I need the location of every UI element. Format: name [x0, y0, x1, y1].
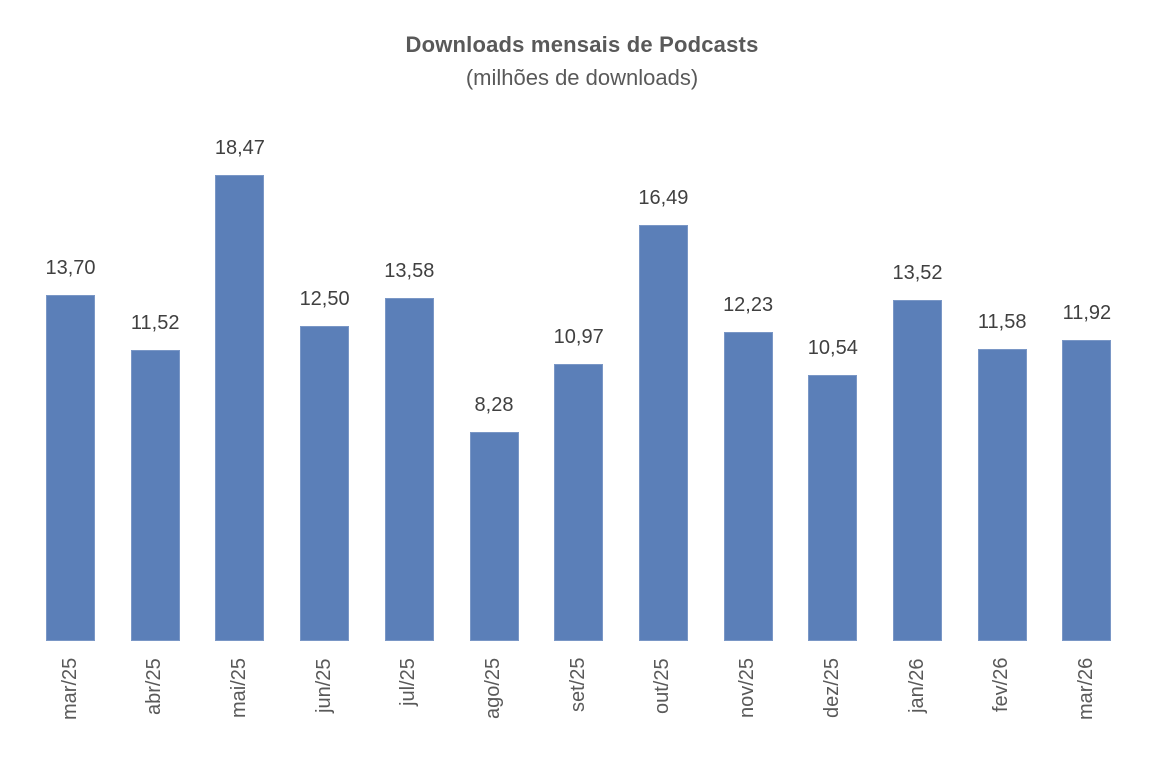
x-axis-tick-label: nov/25: [736, 657, 759, 718]
data-label: 11,52: [130, 312, 180, 335]
data-label: 13,70: [45, 257, 96, 280]
data-label: 12,50: [299, 287, 350, 310]
bar-mai-25: [215, 175, 265, 641]
bar-abr-25: [130, 350, 180, 641]
data-label: 16,49: [638, 186, 689, 209]
bar-jan-26: [893, 299, 942, 641]
bar-nov-25: [723, 332, 773, 641]
bar-set-25: [554, 364, 604, 641]
x-axis-tick-label: set/25: [566, 657, 589, 712]
x-axis-tick-label: dez/25: [820, 657, 843, 718]
bar-jul-25: [384, 298, 434, 641]
x-axis-tick-label: out/25: [651, 658, 674, 714]
x-axis-tick-label: mar/26: [1074, 657, 1097, 720]
data-label: 10,97: [553, 326, 604, 349]
bar-mar-25: [46, 295, 95, 641]
x-axis-tick-label: mar/25: [58, 657, 81, 720]
bar-jun-25: [300, 325, 350, 641]
x-axis-tick-label: jun/25: [312, 658, 335, 714]
x-axis-tick-label: jan/26: [905, 658, 928, 714]
data-label: 11,92: [1062, 302, 1112, 325]
bar-ago-25: [469, 432, 519, 641]
data-label: 18,47: [214, 137, 265, 159]
x-axis-tick-label: fev/26: [990, 657, 1013, 712]
bar-dez-25: [808, 375, 858, 641]
data-label: 10,54: [807, 337, 858, 360]
x-axis-tick-label: mai/25: [227, 657, 250, 718]
x-axis-tick-label: abr/25: [143, 658, 166, 715]
data-label: 11,58: [977, 310, 1027, 333]
bar-fev-26: [977, 348, 1027, 641]
bar-out-25: [638, 224, 688, 641]
x-axis-tick-label: jul/25: [397, 658, 420, 706]
bar-mar-26: [1062, 340, 1112, 641]
data-label: 12,23: [723, 294, 774, 317]
chart-subtitle: (milhões de downloads): [465, 65, 699, 90]
data-label: 13,58: [384, 260, 435, 283]
data-label: 13,52: [892, 261, 943, 284]
x-axis-tick-label: ago/25: [482, 657, 504, 719]
chart-title: Downloads mensais de Podcasts: [405, 32, 759, 57]
data-label: 8,28: [474, 394, 514, 417]
